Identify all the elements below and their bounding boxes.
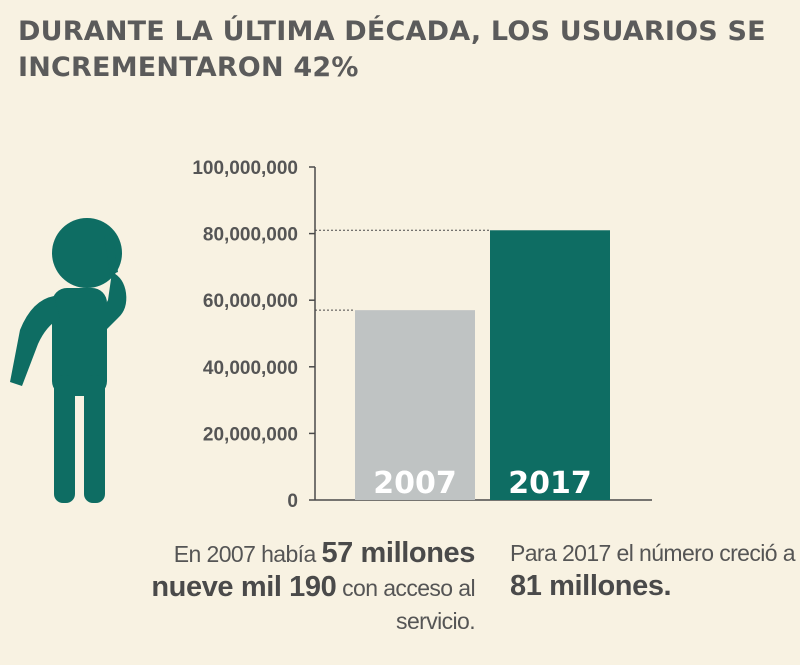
bar-2007 <box>355 310 475 500</box>
y-tick-label: 40,000,000 <box>203 358 298 379</box>
bar-label-2017: 2017 <box>508 466 592 501</box>
y-tick-label: 0 <box>287 491 298 512</box>
y-tick-label: 100,000,000 <box>192 158 298 179</box>
bar-labels: 2007 2017 <box>373 466 592 501</box>
y-tick-labels: 0 20,000,000 40,000,000 60,000,000 80,000,00… <box>192 158 315 512</box>
bar-label-2007: 2007 <box>373 466 457 501</box>
y-tick-label: 80,000,000 <box>203 225 298 246</box>
y-tick-label: 60,000,000 <box>203 291 298 312</box>
reference-lines <box>315 229 490 311</box>
caption-2017: Para 2017 el número creció a 81 millones… <box>510 540 796 602</box>
caption-2007: En 2007 había 57 millones nueve mil 190 … <box>151 537 475 634</box>
bar-2017 <box>490 230 610 500</box>
y-tick-label: 20,000,000 <box>203 424 298 445</box>
person-on-phone-icon <box>10 218 127 503</box>
bars <box>355 230 610 500</box>
chart-title: DURANTE LA ÚLTIMA DÉCADA, LOS USUARIOS S… <box>18 16 766 83</box>
